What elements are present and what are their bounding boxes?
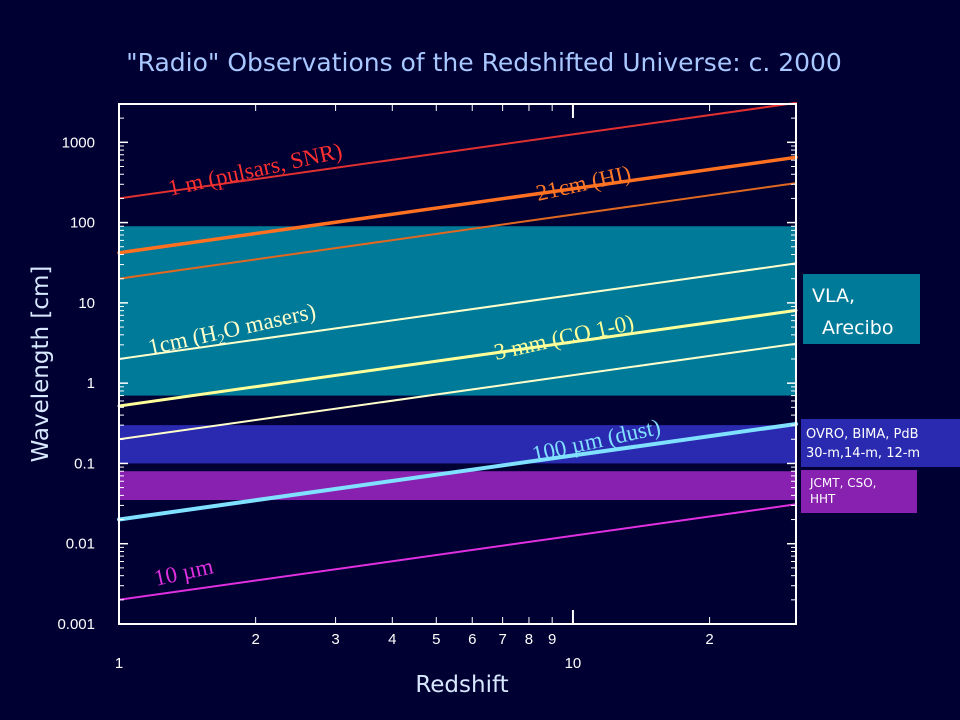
chart-title: "Radio" Observations of the Redshifted U… (126, 48, 842, 77)
y-tick-label-1: 0.01 (66, 536, 95, 553)
band-ovro-bima-pdb (119, 425, 796, 464)
x-axis-title: Redshift (415, 672, 508, 698)
series-line-5 (118, 342, 797, 441)
jcmt-cso-box (801, 470, 917, 513)
x-minor-tick-label-6: 8 (525, 631, 533, 648)
ovro-label-line2: 30-m,14-m, 12-m (806, 446, 920, 461)
x-minor-tick-label-7: 9 (548, 631, 556, 648)
x-tick-label-0: 1 (115, 655, 123, 672)
ovro-label-line1: OVRO, BIMA, PdB (806, 427, 919, 442)
y-tick-label-0: 0.001 (57, 616, 95, 633)
plot-frame (118, 103, 797, 625)
vla-label-line2: Arecibo (822, 317, 894, 339)
y-axis-title: Wavelength [cm] (28, 266, 54, 463)
ovro-bima-box (801, 419, 960, 467)
x-minor-tick-label-5: 7 (498, 631, 506, 648)
series-line-6 (117, 422, 798, 522)
y-tick-label-3: 1 (87, 375, 95, 392)
y-tick-label-5: 100 (70, 215, 95, 232)
x-minor-tick-label-4: 6 (468, 631, 476, 648)
series-line-0 (118, 101, 797, 200)
x-minor-tick-label-1: 3 (331, 631, 339, 648)
label-1cm-subscript: 2 (216, 331, 227, 348)
x-tick-label-1: 10 (565, 655, 582, 672)
jcmt-label-line2: HHT (810, 492, 836, 506)
band-jcmt-cso-hht (119, 471, 796, 501)
series-line-1 (117, 155, 798, 255)
x-minor-tick-label-8: 2 (705, 631, 713, 648)
y-tick-label-4: 10 (78, 295, 95, 312)
label-21cm-hi: 21cm (HI) (534, 161, 634, 206)
axes-layer: 0.001 0.01 0.1 1 10 100 1000 1 10 2 3 4 5 6 7 8 9 2 (57, 104, 796, 672)
x-minor-tick-label-3: 5 (432, 631, 440, 648)
vla-arecibo-box (803, 274, 920, 344)
label-10um: 10 µm (152, 553, 216, 590)
x-minor-tick-label-2: 4 (388, 631, 396, 648)
vla-label-line1: VLA, (812, 285, 855, 307)
series-line-3 (118, 262, 797, 360)
series-line-2 (118, 182, 797, 280)
jcmt-label-line1: JCMT, CSO, (809, 476, 877, 490)
series-layer (117, 101, 798, 601)
x-minor-tick-label-0: 2 (251, 631, 259, 648)
series-line-4 (117, 308, 798, 408)
y-tick-label-6: 1000 (62, 134, 95, 151)
series-line-7 (118, 503, 797, 601)
bands-layer: VLA, Arecibo OVRO, BIMA, PdB 30-m,14-m, … (119, 226, 960, 513)
y-tick-label-2: 0.1 (74, 455, 95, 472)
